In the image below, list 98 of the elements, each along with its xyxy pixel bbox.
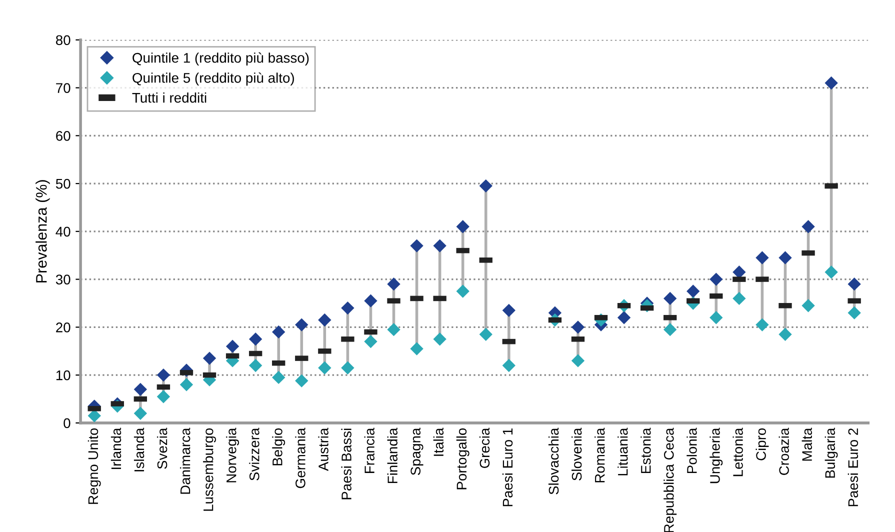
point [202,352,216,365]
x-tick-label: Lettonia [732,428,743,476]
legend-label: Tutti i redditi [132,92,206,103]
x-tick-label: Ungheria [710,428,723,484]
x-tick-label: Polonia [686,428,697,473]
point [710,311,723,324]
point [272,370,286,384]
x-tick-label: Portogallo [456,428,470,490]
x-tick-label: Grecia [479,428,490,468]
point [664,292,677,306]
point [364,294,378,308]
point [156,390,170,404]
point [410,342,424,356]
x-tick-label: Belgio [272,428,286,466]
point [387,278,400,291]
y-tick-label: 10 [56,370,70,380]
point [295,374,308,388]
point [824,76,838,90]
point [732,266,746,279]
point [848,278,861,291]
point [433,332,446,346]
point [180,378,194,392]
point [479,328,492,341]
y-axis-title: Prevalenza (%) [36,180,50,282]
point [664,322,677,336]
point [502,304,516,318]
x-tick-label: Francia [364,428,374,473]
point [410,239,424,252]
point [248,332,262,346]
y-tick-label: 0 [64,418,70,428]
point [710,272,723,286]
point [295,318,308,332]
x-tick-label: Svezia [156,428,168,469]
x-tick-label: Bulgaria [824,428,838,478]
y-tick-label: 50 [56,178,70,189]
x-tick-label: Croazia [778,428,789,475]
point [778,328,792,341]
x-tick-label: Danimarca [180,428,190,494]
point [756,251,769,264]
point [456,220,470,234]
legend-label: Quintile 1 (reddito più basso) [132,52,309,66]
point [134,382,148,396]
point [341,301,354,315]
point [456,284,470,298]
y-tick-label: 30 [56,274,70,284]
x-tick-label: Lituania [618,428,628,476]
x-tick-label: Cipro [756,428,769,460]
point [318,313,332,327]
x-tick-label: Austria [318,428,328,471]
point [571,354,585,368]
x-tick-label: Slovacchia [548,428,559,494]
x-tick-label: Regno Unito [88,428,101,504]
x-tick-label: Malta [802,428,812,461]
point [571,320,585,334]
x-tick-label: Repubblica Ceca [664,428,677,532]
point [502,358,516,372]
point [156,368,170,382]
x-tick-label: Lussemburgo [203,428,216,511]
point [433,239,446,252]
point [802,299,815,312]
point [134,406,148,420]
x-tick-label: Slovenia [572,428,582,480]
y-tick-label: 60 [56,130,70,141]
point [778,251,792,264]
point [272,325,286,339]
legend-label: Quintile 5 (reddito più alto) [132,72,294,86]
point [686,284,700,298]
point [732,292,746,306]
point [848,306,861,320]
x-tick-label: Romania [594,428,605,482]
x-tick-label: Irlanda [110,428,122,469]
y-tick-label: 70 [56,83,70,93]
point [248,358,262,372]
x-tick-label: Spagna [410,428,424,476]
point [88,409,101,422]
point [756,318,769,332]
x-tick-label: Finlandia [387,428,398,484]
point [479,179,492,193]
point [617,311,631,324]
x-tick-label: Norvegia [226,428,240,482]
point [364,334,378,348]
y-tick-label: 20 [56,322,70,332]
point [824,266,838,279]
y-tick-label: 40 [56,226,70,237]
point [318,361,332,374]
point [341,361,354,374]
x-tick-label: Islanda [134,428,144,472]
x-tick-label: Italia [433,428,444,456]
x-tick-label: Svizzera [249,428,260,480]
point [387,322,400,336]
x-tick-label: Estonia [640,428,651,473]
x-tick-label: Germania [295,428,306,488]
x-tick-label: Paesi Bassi [341,428,352,500]
point [226,340,240,353]
x-tick-label: Paesi Euro 1 [502,428,513,506]
point [802,220,815,234]
x-tick-label: Paesi Euro 2 [848,428,858,506]
y-tick-label: 80 [56,35,70,46]
